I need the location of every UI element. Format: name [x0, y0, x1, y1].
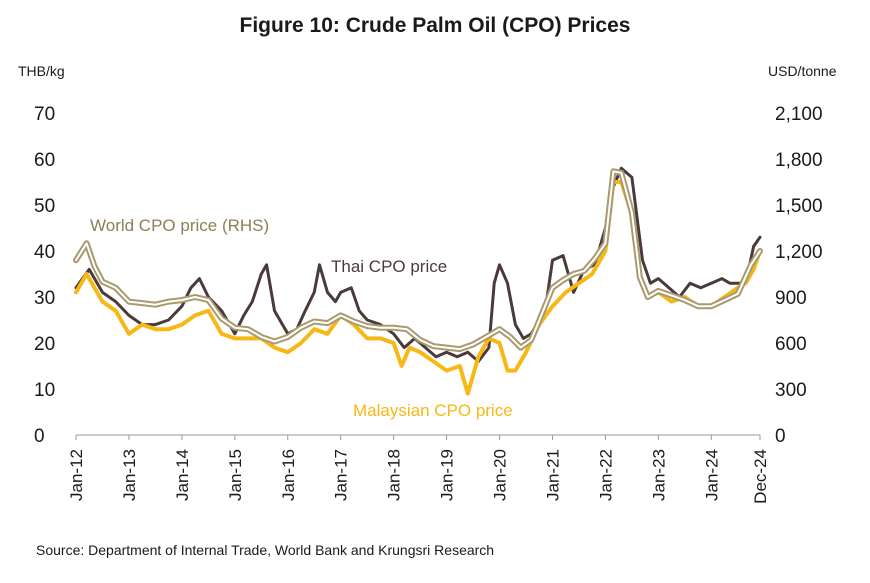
x-tick-label: Jan-14: [173, 449, 192, 501]
left-axis-unit: THB/kg: [18, 63, 65, 79]
right-y-tick-label: 900: [775, 288, 807, 309]
x-tick-label: Jan-20: [491, 449, 510, 501]
x-tick-label: Jan-22: [596, 449, 615, 501]
x-tick-label: Jan-18: [385, 449, 404, 501]
right-y-tick-label: 300: [775, 380, 807, 401]
left-y-tick-label: 50: [34, 196, 55, 217]
series-line-malaysian-cpo: [74, 180, 762, 396]
series-line-thai-cpo: [74, 166, 762, 363]
right-y-tick-label: 0: [775, 426, 786, 447]
left-y-tick-label: 0: [34, 426, 45, 447]
right-y-tick-label: 1,200: [775, 242, 823, 263]
series-label-world-cpo: World CPO price (RHS): [90, 216, 269, 235]
source-note: Source: Department of Internal Trade, Wo…: [36, 542, 495, 558]
left-y-tick-label: 40: [34, 242, 55, 263]
x-tick-label: Jan-19: [438, 449, 457, 501]
right-y-tick-label: 2,100: [775, 104, 823, 125]
x-tick-label: Jan-13: [120, 449, 139, 501]
x-tick-label: Jan-12: [67, 449, 86, 501]
left-y-tick-label: 10: [34, 380, 55, 401]
right-axis-unit: USD/tonne: [768, 63, 837, 79]
right-y-tick-label: 1,500: [775, 196, 823, 217]
x-tick-label: Jan-16: [279, 449, 298, 501]
x-tick-label: Jan-23: [649, 449, 668, 501]
series-label-thai-cpo: Thai CPO price: [331, 257, 447, 276]
right-y-tick-label: 600: [775, 334, 807, 355]
left-y-tick-label: 30: [34, 288, 55, 309]
series-line-world-cpo-inner: [75, 170, 761, 351]
x-tick-label: Jan-24: [702, 449, 721, 501]
x-tick-label: Jan-21: [543, 449, 562, 501]
series-label-malaysian-cpo: Malaysian CPO price: [353, 401, 513, 420]
right-y-tick-label: 1,800: [775, 150, 823, 171]
left-y-tick-label: 20: [34, 334, 55, 355]
x-tick-label: Jan-15: [226, 449, 245, 501]
x-tick-label: Jan-17: [332, 449, 351, 501]
chart-title: Figure 10: Crude Palm Oil (CPO) Prices: [239, 14, 631, 37]
left-y-tick-label: 60: [34, 150, 55, 171]
left-y-tick-label: 70: [34, 104, 55, 125]
x-tick-label: Dec-24: [751, 449, 770, 504]
